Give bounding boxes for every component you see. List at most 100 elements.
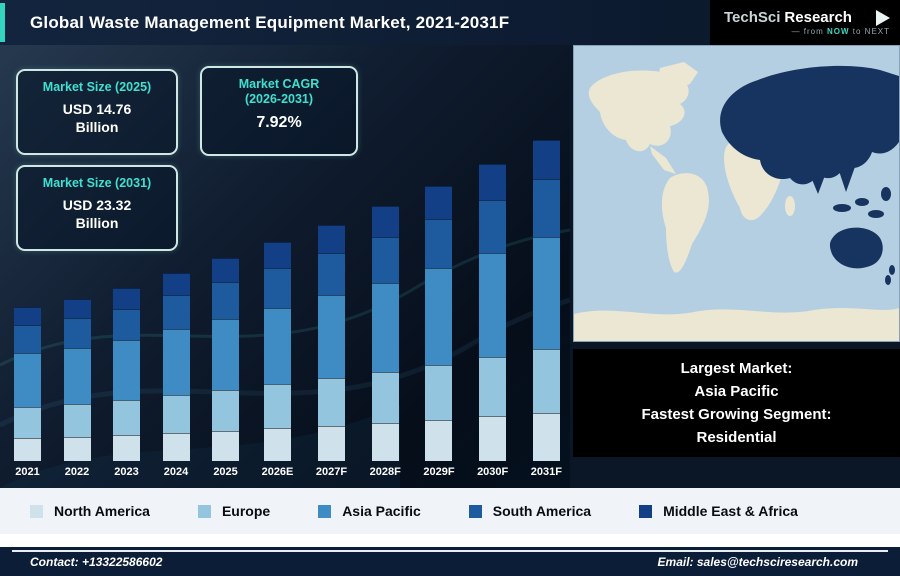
chart-panel: Market Size (2025) USD 14.76 Billion Mar… [0, 45, 570, 488]
legend-item-south-america: South America [468, 503, 592, 519]
bar-2021: 2021 [14, 307, 41, 478]
bar-segment-europe [212, 390, 240, 431]
bar-segment-asia-pacific [425, 268, 453, 365]
legend-swatch-europe [197, 504, 211, 518]
largest-market-callout: Largest Market: Asia Pacific Fastest Gro… [573, 349, 900, 457]
bar-segment-south-america [532, 178, 560, 237]
bar-segment-south-america [162, 295, 190, 330]
bar-segment-middle-east-africa [532, 140, 560, 179]
logo-brand-techsci: TechSci [724, 9, 781, 26]
legend-item-middle-east-africa: Middle East & Africa [639, 503, 798, 519]
bar-2027F: 2027F [316, 224, 347, 478]
bar-year-label: 2021 [15, 466, 40, 478]
bar-2023: 2023 [113, 287, 141, 478]
bar-segment-south-america [425, 218, 453, 269]
bar-segment-europe [479, 357, 507, 417]
bar-segment-europe [113, 400, 141, 435]
bar-2024: 2024 [162, 272, 190, 478]
stacked-bar [532, 140, 560, 461]
bar-segment-asia-pacific [63, 347, 91, 405]
callout-line2: Asia Pacific [694, 383, 779, 400]
market-size-2025-value: USD 14.76 [62, 101, 132, 117]
bar-segment-middle-east-africa [162, 272, 190, 296]
stacked-bar [162, 272, 190, 461]
legend-swatch-middle-east-africa [639, 504, 653, 518]
techsci-logo: TechSci Research — from NOW to NEXT [710, 0, 900, 45]
bar-segment-middle-east-africa [318, 224, 345, 253]
bar-2028F: 2028F [370, 206, 401, 478]
bar-segment-middle-east-africa [425, 185, 453, 219]
footer-contact: Contact: +13322586602 [30, 555, 163, 569]
bar-year-label: 2030F [477, 466, 509, 478]
market-cagr-title-line1: Market CAGR [238, 77, 320, 91]
bar-segment-south-america [479, 199, 507, 254]
bar-segment-north-america [212, 430, 240, 461]
stacked-bar [113, 287, 141, 461]
stacked-bar [14, 307, 41, 461]
bar-segment-north-america [263, 428, 291, 461]
legend-label-south-america: South America [492, 503, 592, 519]
bar-segment-asia-pacific [263, 307, 291, 385]
bar-year-label: 2025 [213, 466, 238, 478]
bar-segment-asia-pacific [113, 339, 141, 401]
bar-segment-asia-pacific [162, 329, 190, 396]
bar-2022: 2022 [63, 298, 91, 478]
bar-segment-north-america [371, 422, 399, 461]
bar-segment-south-america [14, 325, 41, 354]
bar-segment-europe [371, 371, 399, 423]
bar-segment-south-america [113, 308, 141, 340]
bar-year-label: 2026E [261, 466, 294, 478]
legend-label-europe: Europe [221, 503, 271, 519]
page-title: Global Waste Management Equipment Market… [30, 13, 510, 32]
bar-segment-asia-pacific [318, 295, 345, 379]
callout-line1: Largest Market: [680, 360, 793, 377]
bar-segment-middle-east-africa [113, 287, 141, 309]
market-size-2025-box: Market Size (2025) USD 14.76 Billion [16, 69, 178, 155]
bar-segment-asia-pacific [479, 253, 507, 358]
bar-segment-europe [14, 407, 41, 438]
callout-line3: Fastest Growing Segment: [641, 406, 832, 423]
stacked-bar [212, 258, 240, 461]
bar-year-label: 2023 [114, 466, 139, 478]
bar-year-label: 2022 [64, 466, 90, 478]
bar-segment-asia-pacific [371, 282, 399, 372]
bar-year-label: 2029F [423, 466, 455, 478]
tagline-post: to NEXT [849, 27, 890, 36]
market-size-2031-box: Market Size (2031) USD 23.32 Billion [16, 165, 178, 251]
bar-year-label: 2028F [369, 466, 401, 478]
bar-segment-europe [263, 384, 291, 429]
market-size-2025-unit: Billion [75, 119, 119, 135]
legend-swatch-asia-pacific [318, 504, 332, 518]
legend-label-middle-east-africa: Middle East & Africa [663, 503, 798, 519]
legend-item-europe: Europe [197, 503, 271, 519]
bar-segment-north-america [162, 432, 190, 461]
bar-2030F: 2030F [477, 164, 508, 478]
legend-label-north-america: North America [54, 503, 150, 519]
legend-item-north-america: North America [30, 503, 150, 519]
bar-segment-middle-east-africa [371, 206, 399, 237]
stacked-bar [479, 164, 507, 461]
stacked-bar [318, 224, 345, 461]
bar-segment-europe [425, 364, 453, 420]
bar-segment-middle-east-africa [479, 164, 507, 200]
teal-accent-bar [0, 3, 5, 42]
bar-segment-europe [318, 378, 345, 426]
callout-line4: Residential [696, 429, 777, 446]
market-cagr-title-line2: (2026-2031) [244, 92, 314, 106]
bar-segment-north-america [532, 412, 560, 461]
legend-item-asia-pacific: Asia Pacific [318, 503, 421, 519]
bar-segment-north-america [425, 419, 453, 461]
bar-segment-north-america [63, 436, 91, 461]
bar-segment-middle-east-africa [263, 241, 291, 269]
bar-segment-europe [162, 395, 190, 433]
tagline-pre: from [803, 27, 827, 36]
stacked-bar-chart: 2021 2022 2023 2024 2025 2026E 2027F 2028F 2029F… [14, 140, 562, 478]
market-size-2031-title: Market Size (2031) [42, 176, 152, 190]
bar-segment-south-america [263, 268, 291, 308]
market-cagr-value: 7.92% [256, 114, 302, 131]
bar-segment-asia-pacific [532, 236, 560, 349]
bar-segment-north-america [113, 435, 141, 461]
bar-2029F: 2029F [423, 185, 455, 478]
divider-strip [0, 534, 900, 547]
bar-segment-asia-pacific [212, 318, 240, 391]
